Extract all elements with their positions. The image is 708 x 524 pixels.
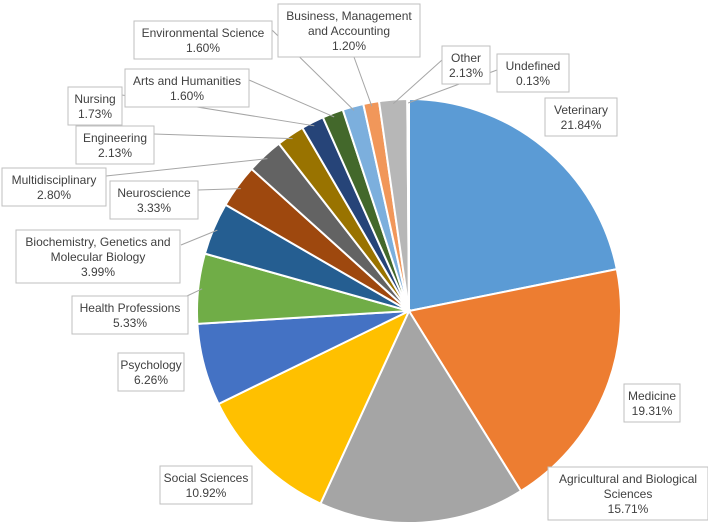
data-label-name: Molecular Biology [51,250,146,264]
data-label-name: Engineering [83,131,147,145]
data-label-value: 1.20% [332,39,366,53]
data-label-value: 3.99% [81,265,115,279]
data-label-value: 2.13% [98,146,132,160]
pie-slices [196,97,622,524]
data-label-box [124,68,250,108]
data-label-name: Nursing [74,92,115,106]
data-label-value: 10.92% [186,486,227,500]
data-label-name: and Accounting [308,24,390,38]
data-label-box [71,295,189,335]
data-label-value: 1.60% [186,41,220,55]
slice-medicine [407,267,622,493]
data-label-value: 15.71% [608,502,649,516]
data-label-box [117,352,185,392]
data-label-box [277,3,421,58]
data-label-box [109,180,199,220]
data-label-box [496,53,570,93]
data-label-value: 2.80% [37,188,71,202]
data-label-box [1,167,107,207]
data-label-name: Psychology [120,358,181,372]
data-label-value: 2.13% [449,66,483,80]
data-label-value: 1.60% [170,89,204,103]
slice-undefined [406,97,410,312]
data-label-name: Environmental Science [142,26,265,40]
data-label-box [67,86,123,126]
data-label-name: Sciences [604,487,653,501]
data-label-box [15,229,181,284]
data-label-name: Biochemistry, Genetics and [25,235,170,249]
leader-line-other [393,59,443,104]
data-label-name: Social Sciences [164,471,249,485]
data-label-box [133,20,273,60]
data-label-value: 21.84% [561,118,602,132]
data-label-box [544,97,618,137]
data-label-name: Health Professions [80,301,181,315]
data-label-name: Arts and Humanities [133,74,241,88]
slice-veterinary [408,97,619,313]
leader-line-multidisciplinary [105,158,268,177]
leader-line-neuroscience [197,188,241,191]
data-label-name: Multidisciplinary [12,173,97,187]
data-label-value: 6.26% [134,373,168,387]
data-label-value: 5.33% [113,316,147,330]
data-label-agricultural-and-biological-sciences: Agricultural and BiologicalSciences15.71… [547,466,708,521]
slice-social-sciences [217,308,412,505]
data-label-name: Business, Management [286,9,412,23]
data-label-name: Veterinary [554,103,608,117]
data-label-name: Undefined [506,59,561,73]
data-label-value: 19.31% [632,404,673,418]
leader-line-engineering [153,133,293,140]
leader-line-health-professions [186,288,203,297]
data-label-box [159,465,253,505]
data-label-name: Medicine [628,389,676,403]
data-label-box [623,383,681,423]
slice-agricultural-and-biological-sciences [319,308,523,524]
leader-line-biochemistry-genetics-and-molecular-biology [180,229,218,246]
data-label-name: Neuroscience [117,186,191,200]
data-label-value: 3.33% [137,201,171,215]
data-label-box [441,45,491,85]
data-label-value: 0.13% [516,74,550,88]
data-label-name: Agricultural and Biological [559,472,697,486]
data-label-name: Other [451,51,481,65]
data-label-value: 1.73% [78,107,112,121]
leader-line-arts-and-humanities [248,79,335,118]
data-label-box [75,125,155,165]
data-label-box [547,466,708,521]
